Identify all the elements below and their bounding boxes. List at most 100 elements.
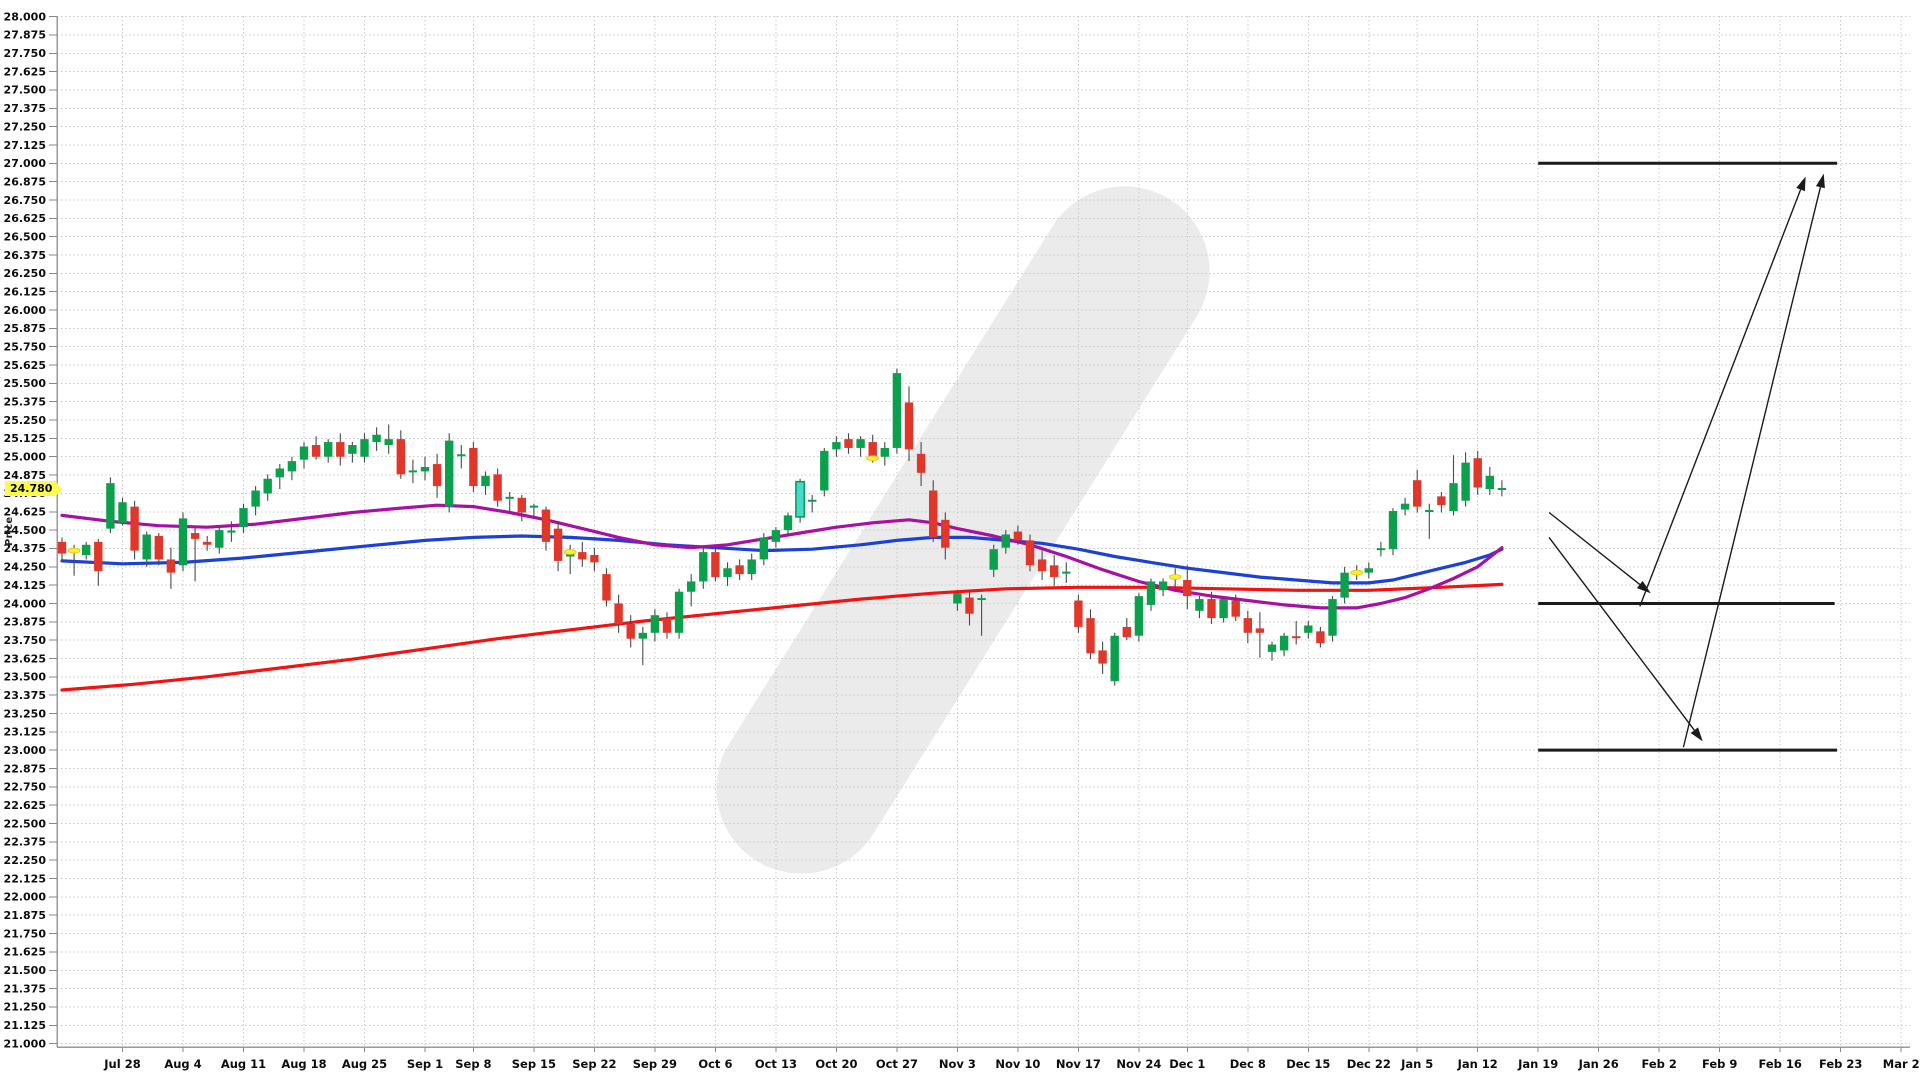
candle[interactable]	[989, 549, 998, 570]
candle[interactable]	[299, 446, 309, 460]
candle[interactable]	[759, 537, 768, 560]
candle[interactable]	[1207, 599, 1216, 619]
candle[interactable]	[1195, 599, 1204, 611]
candle[interactable]	[324, 442, 333, 457]
candle[interactable]	[1013, 531, 1023, 541]
candle[interactable]	[1279, 635, 1289, 651]
candle[interactable]	[1413, 480, 1422, 507]
candle[interactable]	[771, 530, 781, 542]
candle[interactable]	[1050, 565, 1059, 578]
candle[interactable]	[735, 565, 744, 575]
candle[interactable]	[916, 453, 926, 473]
candle[interactable]	[1388, 511, 1398, 550]
candle[interactable]	[493, 474, 502, 501]
candle[interactable]	[965, 597, 974, 614]
candle[interactable]	[747, 559, 756, 575]
candle[interactable]	[941, 519, 950, 548]
candle[interactable]	[1461, 462, 1470, 501]
candle[interactable]	[263, 478, 272, 494]
candle[interactable]	[1437, 496, 1446, 506]
candle[interactable]	[287, 461, 297, 472]
candle[interactable]	[614, 603, 623, 625]
candle[interactable]	[348, 445, 357, 454]
candle[interactable]	[1328, 599, 1337, 636]
candle[interactable]	[94, 541, 103, 572]
candle[interactable]	[868, 442, 877, 457]
highlighted-candle[interactable]	[795, 480, 806, 518]
candle[interactable]	[420, 467, 430, 472]
candle[interactable]	[650, 615, 660, 633]
candle[interactable]	[723, 568, 732, 578]
candle[interactable]	[578, 552, 587, 560]
candle[interactable]	[203, 541, 212, 545]
candle[interactable]	[892, 373, 902, 448]
candle[interactable]	[154, 535, 163, 560]
candle[interactable]	[1400, 503, 1410, 510]
candle[interactable]	[820, 450, 829, 491]
candle[interactable]	[602, 574, 611, 601]
candle[interactable]	[953, 593, 962, 604]
candle[interactable]	[590, 555, 599, 563]
candle[interactable]	[1098, 650, 1107, 664]
candle[interactable]	[445, 440, 454, 507]
candle[interactable]	[215, 530, 224, 548]
candle[interactable]	[106, 483, 115, 529]
candle[interactable]	[1304, 625, 1313, 633]
candle[interactable]	[57, 541, 67, 554]
candle[interactable]	[1134, 596, 1144, 636]
candle[interactable]	[674, 591, 684, 633]
candle[interactable]	[311, 445, 321, 457]
candle[interactable]	[1364, 568, 1373, 573]
candle[interactable]	[336, 442, 345, 457]
candle[interactable]	[517, 497, 526, 513]
candle[interactable]	[118, 502, 127, 523]
candle[interactable]	[1267, 644, 1277, 652]
candle[interactable]	[1473, 458, 1482, 488]
candle[interactable]	[1086, 618, 1095, 654]
candle[interactable]	[1485, 475, 1494, 490]
candle[interactable]	[481, 475, 490, 487]
candle[interactable]	[1158, 581, 1168, 591]
candle[interactable]	[360, 439, 369, 457]
candle[interactable]	[1255, 628, 1265, 633]
candle[interactable]	[929, 490, 938, 538]
candle[interactable]	[275, 468, 284, 478]
candle[interactable]	[190, 533, 200, 539]
candle[interactable]	[626, 624, 635, 639]
candle[interactable]	[1183, 579, 1192, 597]
candle[interactable]	[711, 552, 720, 578]
candle[interactable]	[1231, 600, 1240, 617]
candle[interactable]	[1122, 626, 1131, 638]
candle[interactable]	[469, 447, 478, 487]
candle[interactable]	[844, 439, 853, 448]
candle[interactable]	[1243, 618, 1252, 633]
candle[interactable]	[832, 442, 841, 450]
candle[interactable]	[856, 439, 865, 448]
candle[interactable]	[541, 509, 551, 542]
candle[interactable]	[130, 506, 139, 551]
candle[interactable]	[396, 439, 405, 475]
candle[interactable]	[1449, 483, 1458, 512]
candle[interactable]	[82, 544, 91, 556]
candle[interactable]	[553, 528, 563, 561]
candle[interactable]	[1146, 581, 1156, 605]
candle[interactable]	[372, 434, 381, 443]
candle[interactable]	[1001, 534, 1010, 548]
candle[interactable]	[638, 632, 647, 639]
candle[interactable]	[904, 402, 914, 450]
candle[interactable]	[1340, 572, 1349, 598]
candle[interactable]	[1316, 631, 1325, 644]
candle[interactable]	[1074, 600, 1083, 627]
candle[interactable]	[384, 439, 393, 446]
candle[interactable]	[239, 508, 248, 528]
candle[interactable]	[166, 559, 176, 573]
candle[interactable]	[178, 518, 188, 566]
candle[interactable]	[1219, 599, 1228, 619]
candle[interactable]	[699, 552, 708, 582]
candle[interactable]	[1025, 540, 1035, 566]
candle[interactable]	[1110, 635, 1119, 682]
candle[interactable]	[251, 490, 260, 507]
candle[interactable]	[687, 581, 696, 592]
candle[interactable]	[1037, 559, 1047, 572]
